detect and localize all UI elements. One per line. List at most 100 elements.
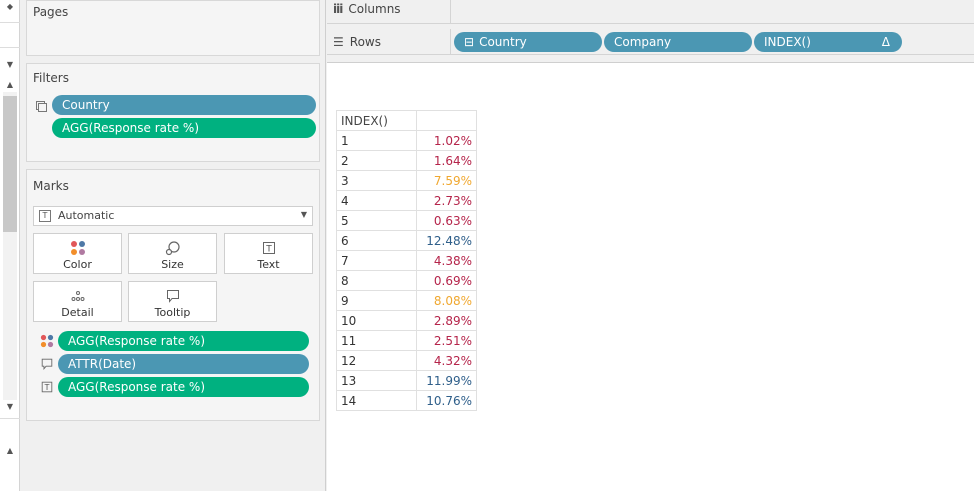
filter-pill-response-rate[interactable]: AGG(Response rate %)	[52, 118, 316, 138]
marks-card[interactable]: Marks T Automatic ▼ Color Size	[26, 169, 320, 421]
index-cell[interactable]: 4	[336, 190, 417, 211]
chevron-down-icon: ▼	[300, 210, 307, 219]
pages-title: Pages	[33, 5, 69, 19]
scroll-up-icon[interactable]: ▲	[6, 80, 14, 89]
table-row: 5 0.63%	[336, 210, 477, 231]
detail-button-label: Detail	[61, 306, 94, 319]
size-icon	[165, 241, 180, 256]
table-row: 12 4.32%	[336, 350, 477, 371]
table-row: 9 8.08%	[336, 290, 477, 311]
index-cell[interactable]: 12	[336, 350, 417, 371]
svg-text:T: T	[44, 383, 50, 392]
chevron-down-icon[interactable]: ▼	[6, 60, 14, 69]
index-cell[interactable]: 7	[336, 250, 417, 271]
rows-pill-country[interactable]: ⊟ Country	[454, 32, 602, 52]
columns-shelf-label: iii Columns	[327, 0, 451, 23]
text-button-label: Text	[257, 258, 280, 271]
index-cell[interactable]: 6	[336, 230, 417, 251]
marks-field-text[interactable]: AGG(Response rate %)	[58, 377, 309, 397]
pages-card[interactable]: Pages	[26, 0, 320, 56]
filters-card[interactable]: Filters Country AGG(Response rate %)	[26, 63, 320, 162]
value-cell[interactable]: 8.08%	[416, 290, 477, 311]
columns-shelf[interactable]: iii Columns	[327, 0, 974, 24]
index-cell[interactable]: 2	[336, 150, 417, 171]
color-button[interactable]: Color	[33, 233, 122, 274]
value-cell[interactable]: 1.02%	[416, 130, 477, 151]
value-cell[interactable]: 0.69%	[416, 270, 477, 291]
scrollbar-thumb[interactable]	[3, 96, 17, 232]
collapse-arrow-icon[interactable]: ◆	[6, 2, 14, 11]
tooltip-icon	[166, 290, 179, 303]
scroll-up-icon-lower[interactable]: ▲	[6, 446, 14, 455]
filter-pill-country[interactable]: Country	[52, 95, 316, 115]
rows-pill-label: Country	[479, 35, 527, 49]
index-cell[interactable]: 14	[336, 390, 417, 411]
color-button-label: Color	[63, 258, 92, 271]
rows-pill-company[interactable]: Company	[604, 32, 752, 52]
color-dots-icon	[70, 241, 85, 255]
index-cell[interactable]: 3	[336, 170, 417, 191]
marks-field-color[interactable]: AGG(Response rate %)	[58, 331, 309, 351]
mark-type-value: Automatic	[58, 209, 115, 222]
index-cell[interactable]: 1	[336, 130, 417, 151]
rows-pill-label: INDEX()	[764, 35, 811, 49]
viz-canvas[interactable]: INDEX() 1 1.02% 2 1.64% 3 7.59% 4 2.73% 5 0.63% 6 1…	[327, 62, 974, 491]
value-cell[interactable]: 11.99%	[416, 370, 477, 391]
value-cell[interactable]: 7.59%	[416, 170, 477, 191]
text-table: INDEX() 1 1.02% 2 1.64% 3 7.59% 4 2.73% 5 0.63% 6 1…	[336, 110, 477, 411]
rows-pill-label: Company	[614, 35, 672, 49]
value-cell[interactable]: 4.38%	[416, 250, 477, 271]
size-button[interactable]: Size	[128, 233, 217, 274]
value-cell[interactable]: 2.51%	[416, 330, 477, 351]
detail-button[interactable]: Detail	[33, 281, 122, 322]
collapse-icon[interactable]: ⊟	[464, 35, 475, 49]
scroll-down-icon[interactable]: ▼	[6, 402, 14, 411]
table-header-index[interactable]: INDEX()	[336, 110, 417, 131]
value-cell[interactable]: 4.32%	[416, 350, 477, 371]
table-row: 6 12.48%	[336, 230, 477, 251]
color-dots-icon	[40, 334, 54, 348]
index-cell[interactable]: 13	[336, 370, 417, 391]
rows-label-text: Rows	[349, 35, 381, 49]
detail-dots-icon	[71, 291, 84, 301]
table-row: 14 10.76%	[336, 390, 477, 411]
index-cell[interactable]: 5	[336, 210, 417, 231]
marks-field-label: AGG(Response rate %)	[68, 334, 205, 348]
value-cell[interactable]: 10.76%	[416, 390, 477, 411]
rows-pill-index[interactable]: INDEX() Δ	[754, 32, 902, 52]
rows-shelf[interactable]: ☰ Rows ⊟ Country Company INDEX() Δ	[327, 29, 974, 55]
value-cell[interactable]: 1.64%	[416, 150, 477, 171]
value-cell[interactable]: 2.89%	[416, 310, 477, 331]
divider	[0, 418, 20, 419]
table-header-row: INDEX()	[336, 110, 477, 131]
filter-pill-label: Country	[62, 98, 110, 112]
delta-icon: Δ	[881, 35, 890, 49]
tooltip-button[interactable]: Tooltip	[128, 281, 217, 322]
index-cell[interactable]: 9	[336, 290, 417, 311]
marks-field-label: AGG(Response rate %)	[68, 380, 205, 394]
value-cell[interactable]: 12.48%	[416, 230, 477, 251]
marks-field-label: ATTR(Date)	[68, 357, 137, 371]
index-cell[interactable]: 10	[336, 310, 417, 331]
table-body: 1 1.02% 2 1.64% 3 7.59% 4 2.73% 5 0.63% 6 12.48% 7 4.…	[336, 130, 477, 411]
columns-icon: iii	[333, 2, 343, 16]
value-cell[interactable]: 2.73%	[416, 190, 477, 211]
left-panel: Pages Filters Country AGG(Response rate …	[20, 0, 326, 491]
index-cell[interactable]: 11	[336, 330, 417, 351]
table-row: 8 0.69%	[336, 270, 477, 291]
columns-label-text: Columns	[348, 2, 401, 16]
value-cell[interactable]: 0.63%	[416, 210, 477, 231]
table-row: 2 1.64%	[336, 150, 477, 171]
table-row: 4 2.73%	[336, 190, 477, 211]
size-button-label: Size	[161, 258, 184, 271]
rows-icon: ☰	[333, 35, 344, 49]
text-icon: T	[41, 381, 53, 393]
svg-text:T: T	[265, 245, 272, 255]
index-cell[interactable]: 8	[336, 270, 417, 291]
mark-type-dropdown[interactable]: T Automatic ▼	[33, 206, 313, 226]
filter-pill-label: AGG(Response rate %)	[62, 121, 199, 135]
marks-field-tooltip[interactable]: ATTR(Date)	[58, 354, 309, 374]
text-button[interactable]: T Text	[224, 233, 313, 274]
table-row: 10 2.89%	[336, 310, 477, 331]
